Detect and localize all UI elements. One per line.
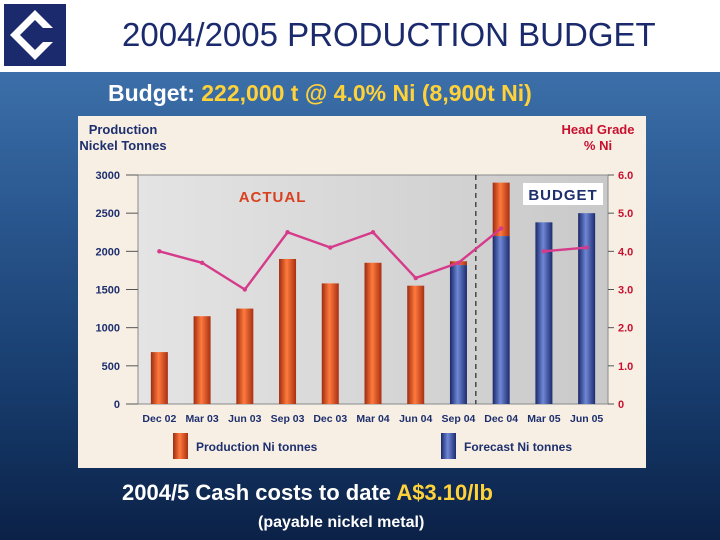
grade-point [328, 245, 333, 250]
right-axis-title: % Ni [584, 138, 612, 153]
grade-point [199, 260, 205, 265]
grade-point [370, 230, 376, 235]
budget-label: Budget: [108, 80, 195, 106]
budget-value: 222,000 t @ 4.0% Ni (8,900t Ni) [201, 80, 532, 106]
bar-forecast [535, 222, 553, 404]
bar-actual [407, 285, 425, 404]
production-chart: Production Nickel Tonnes Head Grade% Ni 0 50… [78, 116, 646, 468]
bar-actual [150, 352, 168, 404]
bar-actual [193, 316, 211, 404]
grade-point [285, 230, 290, 235]
bar-actual [279, 258, 297, 404]
bar-actual [492, 182, 510, 237]
cash-value: A$3.10/lb [396, 480, 493, 505]
legend-swatch-forecast [441, 433, 456, 459]
right-tick-label: 5.0 [618, 208, 633, 220]
left-tick-label: 0 [114, 399, 120, 411]
company-logo [4, 4, 66, 66]
legend-swatch-production [173, 433, 188, 459]
left-axis-title: Production [89, 122, 158, 137]
left-tick-label: 1000 [96, 323, 120, 335]
x-tick-label: Sep 04 [442, 413, 476, 425]
right-tick-label: 3.0 [618, 285, 633, 297]
bar-forecast [492, 236, 510, 404]
x-tick-label: Mar 03 [185, 413, 218, 425]
right-tick-label: 6.0 [618, 170, 633, 182]
bar-actual [321, 283, 339, 404]
page-title: 2004/2005 PRODUCTION BUDGET [122, 16, 656, 53]
cash-costs-line: 2004/5 Cash costs to date A$3.10/lb [122, 480, 493, 506]
left-axis-title: Nickel Tonnes [79, 138, 166, 153]
grade-point [498, 226, 504, 231]
right-tick-label: 0 [618, 399, 624, 411]
grade-point [541, 249, 547, 254]
slide-header: 2004/2005 PRODUCTION BUDGET [0, 0, 720, 72]
x-tick-label: Dec 02 [142, 413, 176, 425]
left-tick-label: 2500 [96, 208, 120, 220]
x-tick-label: Jun 05 [570, 413, 603, 425]
grade-point [413, 275, 418, 281]
series-line-head-grade-budget [543, 246, 587, 253]
cash-label: 2004/5 Cash costs to date [122, 480, 392, 505]
x-tick-label: Mar 05 [527, 413, 560, 425]
annotation-actual: ACTUAL [239, 189, 307, 206]
bar-forecast [449, 265, 467, 404]
bar-actual [236, 308, 254, 404]
budget-line: Budget: 222,000 t @ 4.0% Ni (8,900t Ni) [108, 80, 532, 107]
left-tick-label: 3000 [96, 170, 120, 182]
x-tick-label: Dec 04 [484, 413, 518, 425]
bar-forecast [578, 213, 596, 404]
right-tick-label: 2.0 [618, 323, 633, 335]
right-tick-label: 1.0 [618, 361, 633, 373]
grade-point [584, 245, 589, 250]
x-tick-label: Sep 03 [271, 413, 305, 425]
right-axis-title: Head Grade [562, 122, 635, 137]
grade-point [456, 260, 461, 265]
x-tick-label: Jun 03 [228, 413, 261, 425]
legend-label-forecast: Forecast Ni tonnes [464, 440, 572, 454]
x-tick-label: Dec 03 [313, 413, 347, 425]
right-tick-label: 4.0 [618, 246, 633, 258]
bar-actual [364, 262, 382, 404]
left-tick-label: 500 [102, 361, 120, 373]
legend-label-production: Production Ni tonnes [196, 440, 318, 454]
left-tick-label: 1500 [96, 285, 120, 297]
grade-point [242, 287, 248, 292]
grade-point [157, 249, 162, 254]
annotation-budget: BUDGET [528, 187, 597, 204]
x-tick-label: Jun 04 [399, 413, 432, 425]
left-tick-label: 2000 [96, 246, 120, 258]
cash-note: (payable nickel metal) [258, 514, 425, 531]
x-tick-label: Mar 04 [356, 413, 389, 425]
annotation-budget-box [523, 183, 603, 205]
